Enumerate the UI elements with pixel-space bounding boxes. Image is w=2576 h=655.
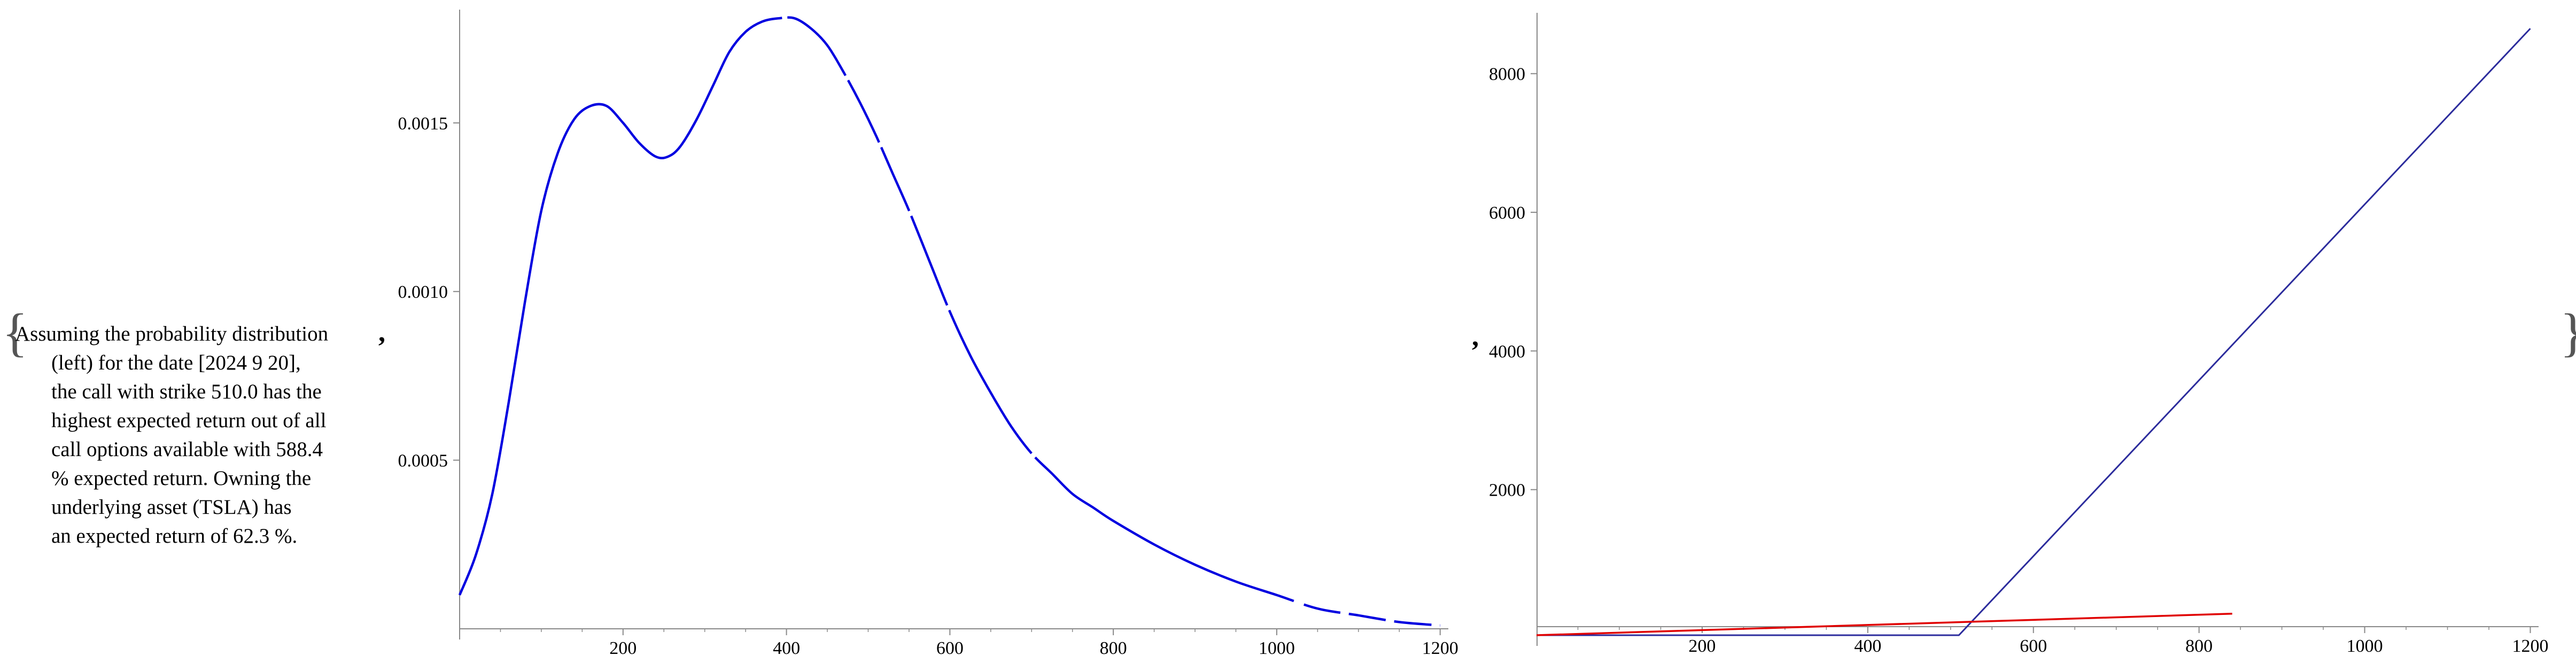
x-tick-label: 200: [609, 638, 637, 655]
caption-line: Assuming the probability distribution: [15, 322, 329, 345]
x-tick-label: 1200: [2512, 636, 2549, 655]
x-tick-label: 200: [1688, 636, 1716, 655]
y-tick-label: 6000: [1489, 203, 1525, 223]
caption-line: underlying asset (TSLA) has: [51, 496, 292, 519]
x-tick-label: 1000: [2347, 636, 2383, 655]
caption-line: % expected return. Owning the: [51, 467, 312, 490]
caption-line: the call with strike 510.0 has the: [51, 380, 322, 403]
x-tick-label: 1000: [1259, 638, 1295, 655]
y-tick-label: 8000: [1489, 65, 1525, 84]
x-tick-label: 400: [773, 638, 800, 655]
y-tick-label: 0.0010: [398, 282, 448, 302]
open-brace: {: [2, 303, 28, 362]
list-separator: ,: [1472, 321, 1479, 352]
y-tick-label: 2000: [1489, 481, 1525, 500]
y-tick-label: 0.0015: [398, 114, 448, 134]
y-tick-label: 4000: [1489, 342, 1525, 361]
caption-line: highest expected return out of all: [51, 409, 327, 432]
close-brace: }: [2560, 306, 2576, 359]
expected-return-caption: Assuming the probability distribution (l…: [15, 320, 389, 551]
caption-line: call options available with 588.4: [51, 438, 323, 461]
x-tick-label: 400: [1854, 636, 1881, 655]
asset-series-line: [1536, 613, 2232, 636]
density-series-line: [458, 16, 1440, 627]
list-separator: ,: [378, 317, 385, 348]
x-tick-label: 800: [2185, 636, 2213, 655]
call-payoff-series-line: [1537, 28, 2531, 636]
y-tick-label: 0.0005: [398, 451, 448, 471]
x-tick-label: 600: [2020, 636, 2047, 655]
x-tick-label: 800: [1100, 638, 1127, 655]
x-tick-label: 600: [936, 638, 964, 655]
caption-line: (left) for the date [2024 9 20],: [51, 351, 301, 374]
probability-distribution-chart: 200 400 600 800 1000 1200 0.0005 0.0010 0.0015: [398, 10, 1458, 655]
caption-line: an expected return of 62.3 %.: [51, 525, 298, 548]
payoff-chart: 200 400 600 800 1000 1200 2000 4000 6000 8000: [1489, 13, 2549, 655]
x-tick-label: 1200: [1422, 638, 1458, 655]
